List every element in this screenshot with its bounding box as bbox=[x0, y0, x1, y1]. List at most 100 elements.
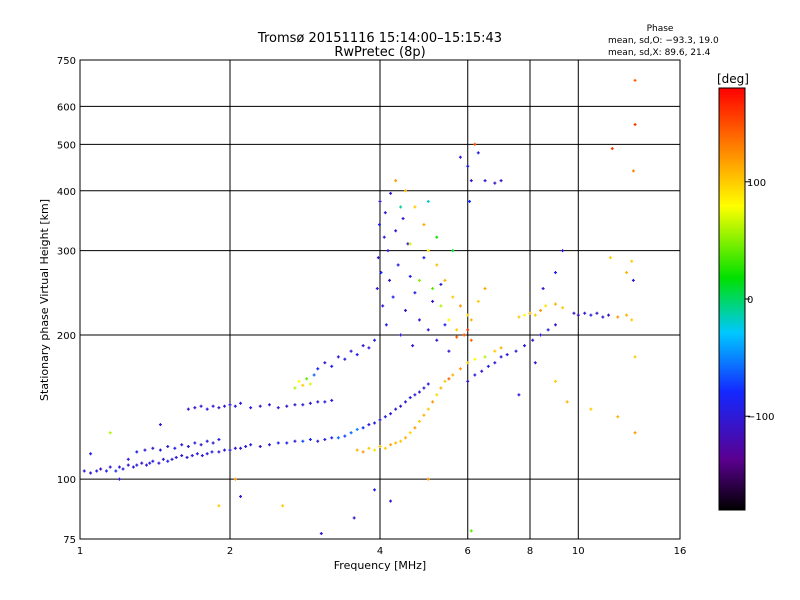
data-point bbox=[391, 295, 395, 299]
data-point bbox=[89, 471, 93, 475]
data-point bbox=[352, 516, 356, 520]
data-point bbox=[403, 308, 407, 312]
data-point bbox=[312, 373, 316, 377]
data-point bbox=[493, 349, 497, 353]
data-point bbox=[195, 452, 199, 456]
data-point bbox=[439, 386, 443, 390]
x-tick-label: 4 bbox=[377, 546, 383, 557]
data-point bbox=[443, 278, 447, 282]
data-point bbox=[95, 469, 99, 473]
data-point bbox=[439, 282, 443, 286]
data-point bbox=[499, 355, 503, 359]
data-point bbox=[413, 426, 417, 430]
data-point bbox=[233, 477, 237, 481]
data-point bbox=[394, 179, 398, 183]
data-point bbox=[170, 457, 174, 461]
data-point bbox=[451, 249, 455, 253]
grid-lines bbox=[80, 60, 680, 539]
data-point bbox=[394, 441, 398, 445]
colorbar-unit: [deg] bbox=[717, 72, 749, 86]
data-point bbox=[417, 278, 421, 282]
data-point bbox=[180, 443, 184, 447]
data-point bbox=[383, 211, 387, 215]
data-point bbox=[473, 357, 477, 361]
data-point bbox=[401, 217, 405, 221]
data-point bbox=[399, 439, 403, 443]
data-point bbox=[258, 444, 262, 448]
data-point bbox=[439, 304, 443, 308]
data-point bbox=[417, 318, 421, 322]
data-point bbox=[458, 155, 462, 159]
data-point bbox=[382, 235, 386, 239]
data-point bbox=[388, 278, 392, 282]
data-point bbox=[447, 318, 451, 322]
data-point bbox=[422, 386, 426, 390]
data-point bbox=[249, 443, 253, 447]
data-point bbox=[633, 431, 637, 435]
data-point bbox=[476, 299, 480, 303]
data-point bbox=[114, 469, 118, 473]
data-point bbox=[158, 423, 162, 427]
data-point bbox=[205, 439, 209, 443]
data-point bbox=[426, 407, 430, 411]
data-point bbox=[200, 454, 204, 458]
data-point bbox=[473, 373, 477, 377]
data-point bbox=[323, 361, 327, 365]
data-point bbox=[435, 235, 439, 239]
data-point bbox=[199, 443, 203, 447]
data-point bbox=[447, 377, 451, 381]
data-point bbox=[546, 328, 550, 332]
data-point bbox=[625, 271, 629, 275]
data-point bbox=[104, 469, 108, 473]
axis-ticks: 1 2 4 6 8 10 16 75 100 200 300 400 500 600 750 bbox=[57, 56, 686, 557]
data-point bbox=[413, 393, 417, 397]
data-point bbox=[233, 446, 237, 450]
data-point bbox=[330, 398, 334, 402]
data-point bbox=[140, 461, 144, 465]
data-point bbox=[408, 431, 412, 435]
data-point bbox=[349, 431, 353, 435]
data-point bbox=[431, 299, 435, 303]
data-point bbox=[373, 448, 377, 452]
data-points bbox=[82, 78, 637, 536]
data-point bbox=[276, 406, 280, 410]
data-point bbox=[505, 353, 509, 357]
data-point bbox=[483, 355, 487, 359]
data-point bbox=[413, 205, 417, 209]
data-point bbox=[316, 367, 320, 371]
data-point bbox=[399, 333, 403, 337]
data-point bbox=[99, 467, 103, 471]
data-point bbox=[399, 404, 403, 408]
data-point bbox=[151, 459, 155, 463]
data-point bbox=[355, 353, 359, 357]
data-point bbox=[367, 423, 371, 427]
data-point bbox=[330, 436, 334, 440]
data-point bbox=[466, 328, 470, 332]
data-point bbox=[539, 333, 543, 337]
data-point bbox=[561, 249, 565, 253]
data-point bbox=[408, 274, 412, 278]
data-point bbox=[223, 404, 227, 408]
data-point bbox=[301, 403, 305, 407]
data-point bbox=[89, 452, 93, 456]
data-point bbox=[293, 386, 297, 390]
data-point bbox=[378, 418, 382, 422]
data-point bbox=[469, 318, 473, 322]
data-point bbox=[131, 465, 135, 469]
data-point bbox=[389, 191, 393, 195]
data-point bbox=[379, 271, 383, 275]
data-point bbox=[217, 450, 221, 454]
data-point bbox=[117, 465, 121, 469]
data-point bbox=[469, 338, 473, 342]
colorbar-tick-label: 0 bbox=[747, 295, 753, 306]
data-point bbox=[185, 455, 189, 459]
data-point bbox=[443, 323, 447, 327]
data-point bbox=[483, 287, 487, 291]
data-point bbox=[343, 357, 347, 361]
data-point bbox=[426, 199, 430, 203]
data-point bbox=[455, 328, 459, 332]
data-point bbox=[486, 364, 490, 368]
data-point bbox=[258, 404, 262, 408]
data-point bbox=[239, 401, 243, 405]
data-point bbox=[630, 259, 634, 263]
